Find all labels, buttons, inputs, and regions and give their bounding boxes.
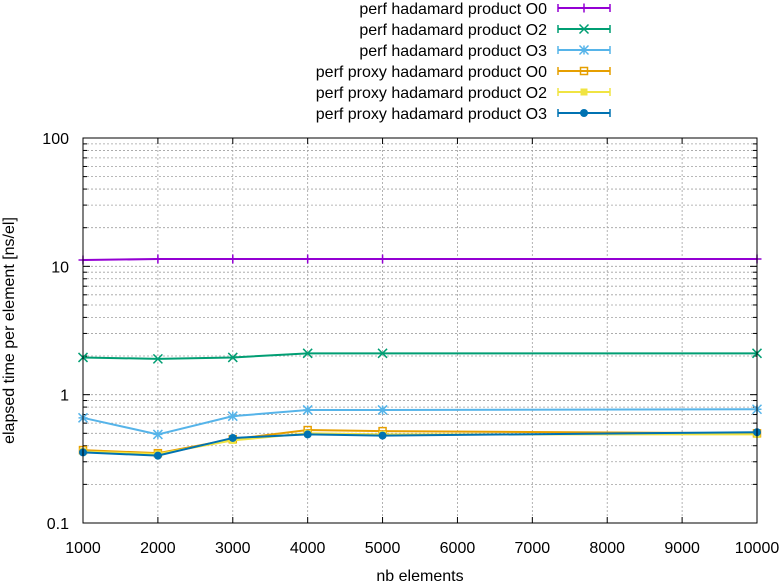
series-line: [82, 431, 758, 457]
data-point: [302, 404, 313, 415]
y-tick-label: 1: [60, 388, 69, 405]
data-point: [378, 254, 388, 264]
data-point: [302, 348, 313, 359]
data-point: [152, 353, 163, 364]
legend-item: perf hadamard product O0: [359, 1, 611, 18]
tick-labels: 1000 2000 3000 4000 5000 6000 7000 8000 9000 1000…: [42, 131, 779, 557]
data-point: [580, 88, 588, 96]
data-point: [579, 3, 589, 13]
legend-label: perf proxy hadamard product O2: [316, 85, 547, 102]
legend-label: perf hadamard product O0: [359, 1, 547, 18]
ticks: [82, 138, 758, 524]
legend-label: perf proxy hadamard product O0: [316, 64, 547, 81]
legend: perf hadamard product O0 perf hadamard pr…: [316, 1, 611, 123]
data-point: [303, 254, 313, 264]
data-point: [303, 430, 312, 439]
y-tick-label: 0.1: [47, 516, 69, 533]
series-line: [82, 258, 757, 262]
legend-label: perf proxy hadamard product O3: [316, 106, 547, 123]
plot-frame: [82, 137, 758, 524]
y-tick-label: 100: [42, 131, 69, 148]
data-point: [227, 352, 238, 363]
series-line: [82, 432, 757, 455]
series-line: [82, 408, 758, 436]
y-axis-label: elapsed time per element [ns/el]: [1, 217, 18, 444]
x-tick-label: 9000: [664, 540, 700, 557]
data-point: [377, 404, 388, 415]
series-line: [82, 352, 757, 360]
x-tick-label: 2000: [140, 540, 176, 557]
x-tick-label: 10000: [735, 540, 780, 557]
legend-item: perf proxy hadamard product O0: [316, 64, 611, 81]
legend-item: perf proxy hadamard product O3: [316, 106, 611, 123]
x-tick-label: 4000: [290, 540, 326, 557]
series-perf-proxy-hadamard-product-o0: [78, 425, 762, 458]
y-tick-label: 10: [51, 259, 69, 276]
data-point: [579, 66, 589, 76]
data-point: [153, 451, 162, 460]
data-point: [580, 109, 588, 117]
series-layer: [77, 254, 763, 460]
data-point: [378, 431, 387, 440]
data-point: [377, 348, 388, 359]
data-point: [578, 44, 590, 56]
x-tick-label: 3000: [215, 540, 251, 557]
x-tick-label: 1000: [65, 540, 101, 557]
data-point: [228, 433, 237, 442]
legend-item: perf hadamard product O2: [359, 22, 611, 39]
legend-label: perf hadamard product O2: [359, 22, 547, 39]
data-point: [153, 254, 163, 264]
data-point: [228, 254, 238, 264]
data-point: [227, 411, 238, 422]
x-tick-label: 8000: [589, 540, 625, 557]
x-tick-label: 7000: [515, 540, 551, 557]
x-tick-label: 5000: [365, 540, 401, 557]
legend-item: perf proxy hadamard product O2: [316, 85, 611, 102]
legend-label: perf hadamard product O3: [359, 43, 547, 60]
grid: [83, 138, 757, 523]
legend-item: perf hadamard product O3: [359, 43, 611, 60]
series-perf-hadamard-product-o0: [78, 254, 762, 265]
data-point: [578, 23, 590, 35]
data-point: [152, 429, 163, 440]
x-tick-label: 6000: [440, 540, 476, 557]
x-axis-label: nb elements: [376, 568, 463, 582]
